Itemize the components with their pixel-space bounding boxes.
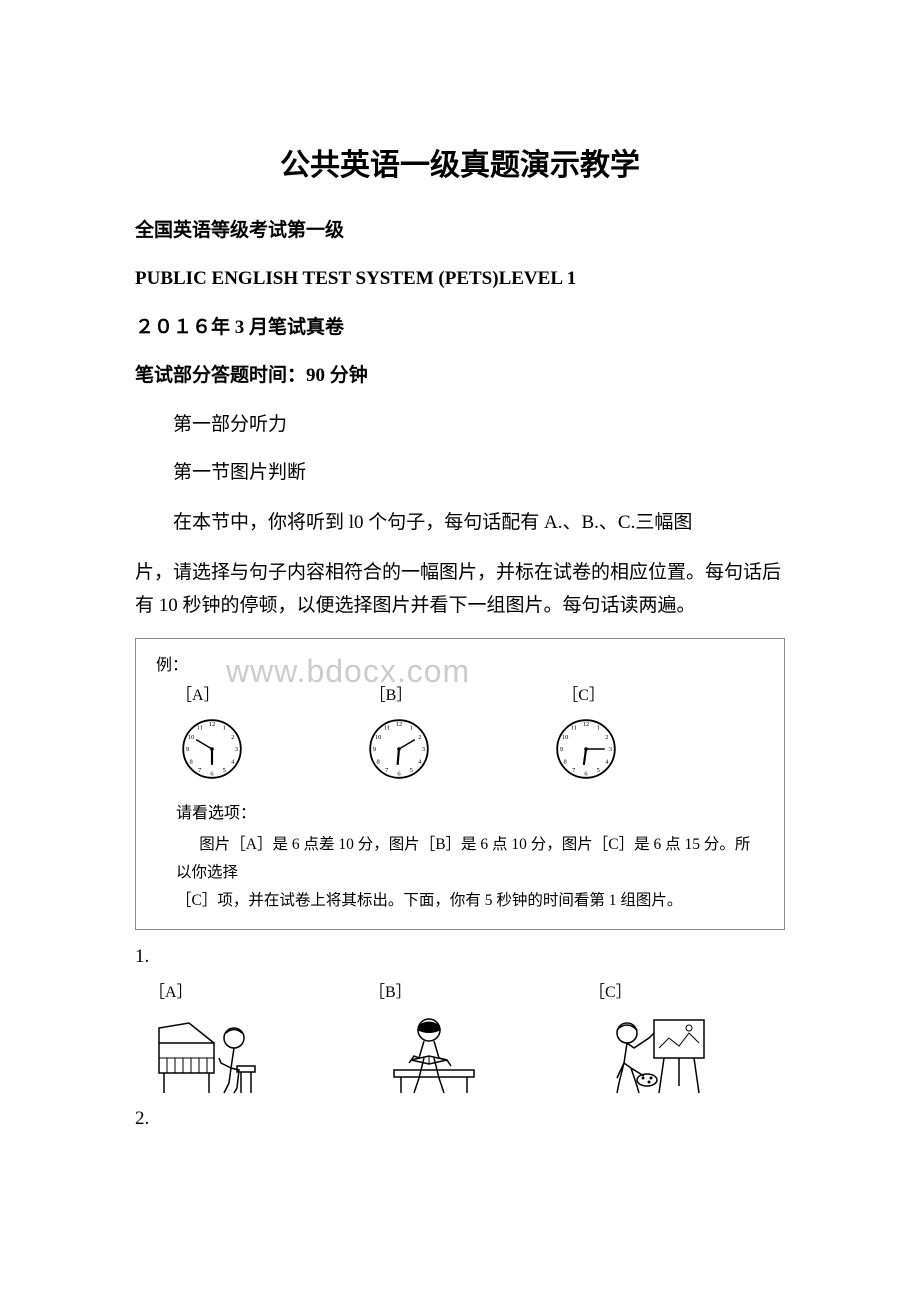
svg-text:4: 4 [231, 758, 235, 765]
svg-text:3: 3 [422, 746, 425, 753]
svg-text:10: 10 [188, 734, 194, 741]
svg-text:6: 6 [397, 771, 401, 778]
example-box: www.bdocx.com 例： ［A］ ［B］ ［C］ 12 1 2 3 4 … [135, 638, 785, 930]
example-explain-2: ［C］项，并在试卷上将其标出。下面，你有 5 秒钟的时间看第 1 组图片。 [156, 887, 764, 915]
svg-text:11: 11 [571, 725, 577, 732]
option-a-label: ［A］ [176, 681, 220, 705]
svg-text:6: 6 [210, 771, 214, 778]
instruction-text-1: 在本节中，你将听到 l0 个句子，每句话配有 A.、B.、C.三幅图 [135, 506, 785, 539]
svg-text:3: 3 [235, 746, 238, 753]
q1-option-b-label: ［B］ [369, 978, 412, 1002]
svg-text:5: 5 [410, 767, 413, 774]
svg-text:8: 8 [564, 758, 567, 765]
painting-girl-icon [589, 1008, 719, 1098]
svg-text:10: 10 [375, 734, 381, 741]
svg-text:5: 5 [223, 767, 226, 774]
svg-text:7: 7 [198, 767, 202, 774]
svg-text:2: 2 [231, 734, 234, 741]
exam-name-en: PUBLIC ENGLISH TEST SYSTEM (PETS)LEVEL 1 [135, 264, 785, 294]
exam-date: ２０１６年 3 月笔试真卷 [135, 313, 785, 343]
exam-name-cn: 全国英语等级考试第一级 [135, 216, 785, 246]
svg-text:1: 1 [223, 725, 226, 732]
instruction-text-2: 片，请选择与句子内容相符合的一幅图片，并标在试卷的相应位置。每句话后有 10 秒… [135, 556, 785, 623]
section-heading: 第一部分听力 [135, 410, 785, 440]
svg-text:9: 9 [373, 746, 376, 753]
exam-duration: 笔试部分答题时间：90 分钟 [135, 361, 785, 391]
svg-text:12: 12 [396, 721, 402, 728]
question-1-options: ［A］ ［B］ [135, 978, 785, 1098]
svg-text:4: 4 [418, 758, 422, 765]
svg-text:8: 8 [377, 758, 380, 765]
q1-option-b: ［B］ [369, 978, 499, 1098]
svg-text:2: 2 [418, 734, 421, 741]
svg-text:11: 11 [197, 725, 203, 732]
clock-a-icon: 12 1 2 3 4 5 6 7 8 9 10 11 [176, 713, 248, 785]
q1-option-c: ［C］ [589, 978, 719, 1098]
option-b-label: ［B］ [370, 681, 413, 705]
svg-text:12: 12 [209, 721, 215, 728]
svg-text:12: 12 [583, 721, 589, 728]
svg-text:9: 9 [560, 746, 563, 753]
option-c-label: ［C］ [562, 681, 605, 705]
clock-b-icon: 12 1 2 3 4 5 6 7 8 9 10 11 [363, 713, 435, 785]
svg-text:6: 6 [584, 771, 588, 778]
question-1-number: 1. [135, 946, 785, 968]
subsection-heading: 第一节图片判断 [135, 458, 785, 488]
svg-text:7: 7 [385, 767, 389, 774]
svg-text:10: 10 [562, 734, 568, 741]
q1-option-c-label: ［C］ [589, 978, 632, 1002]
reading-girl-icon [369, 1008, 499, 1098]
question-2-number: 2. [135, 1108, 785, 1130]
svg-text:8: 8 [190, 758, 193, 765]
example-instruction: 请看选项： [156, 799, 764, 823]
svg-text:3: 3 [609, 746, 612, 753]
svg-text:5: 5 [597, 767, 600, 774]
q1-option-a: ［A］ [149, 978, 279, 1098]
svg-text:1: 1 [597, 725, 600, 732]
svg-text:7: 7 [572, 767, 576, 774]
page-title: 公共英语一级真题演示教学 [135, 140, 785, 184]
example-label: 例： [156, 651, 764, 675]
example-option-labels: ［A］ ［B］ ［C］ [156, 681, 764, 705]
piano-girl-icon [149, 1008, 279, 1098]
svg-text:4: 4 [605, 758, 609, 765]
svg-text:9: 9 [186, 746, 189, 753]
q1-option-a-label: ［A］ [149, 978, 193, 1002]
svg-text:11: 11 [384, 725, 390, 732]
example-explain-1: 图片［A］是 6 点差 10 分，图片［B］是 6 点 10 分，图片［C］是 … [156, 831, 764, 887]
svg-text:1: 1 [410, 725, 413, 732]
clock-c-icon: 12 1 2 3 4 5 6 7 8 9 10 11 [550, 713, 622, 785]
clocks-row: 12 1 2 3 4 5 6 7 8 9 10 11 12 1 2 3 4 5 … [156, 713, 764, 785]
svg-text:2: 2 [605, 734, 608, 741]
instruction-paragraph: 在本节中，你将听到 l0 个句子，每句话配有 A.、B.、C.三幅图 [135, 506, 785, 539]
